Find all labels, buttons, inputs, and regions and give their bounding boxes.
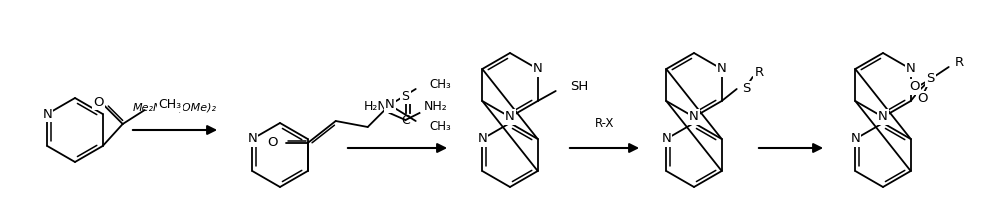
Text: NH₂: NH₂ [424,99,447,112]
Text: N: N [689,111,699,124]
Text: N: N [477,133,487,145]
Text: O: O [909,80,920,93]
Text: S: S [927,73,935,85]
Text: O: O [917,93,928,106]
Text: R: R [755,66,764,79]
Text: O: O [93,96,104,108]
Text: N: N [42,107,52,121]
Text: R-X: R-X [595,117,614,130]
Text: H₂N: H₂N [364,99,388,112]
Text: N: N [247,133,257,145]
Text: CH₃: CH₃ [430,78,451,90]
Text: N: N [505,111,515,124]
Text: SH: SH [570,80,588,93]
Text: N: N [661,133,671,145]
Text: R: R [955,56,964,70]
Text: O: O [267,136,278,149]
Text: S: S [742,83,750,96]
Text: CH₃: CH₃ [430,120,451,133]
Text: N: N [850,133,860,145]
Text: N: N [906,62,916,75]
Text: C: C [401,113,410,126]
Text: N: N [878,111,888,124]
Text: Me₂NCH(OMe)₂: Me₂NCH(OMe)₂ [133,102,217,112]
Text: CH₃: CH₃ [159,98,182,111]
Text: N: N [385,98,395,111]
Text: S: S [402,89,410,102]
Text: N: N [533,62,543,75]
Text: N: N [717,62,727,75]
